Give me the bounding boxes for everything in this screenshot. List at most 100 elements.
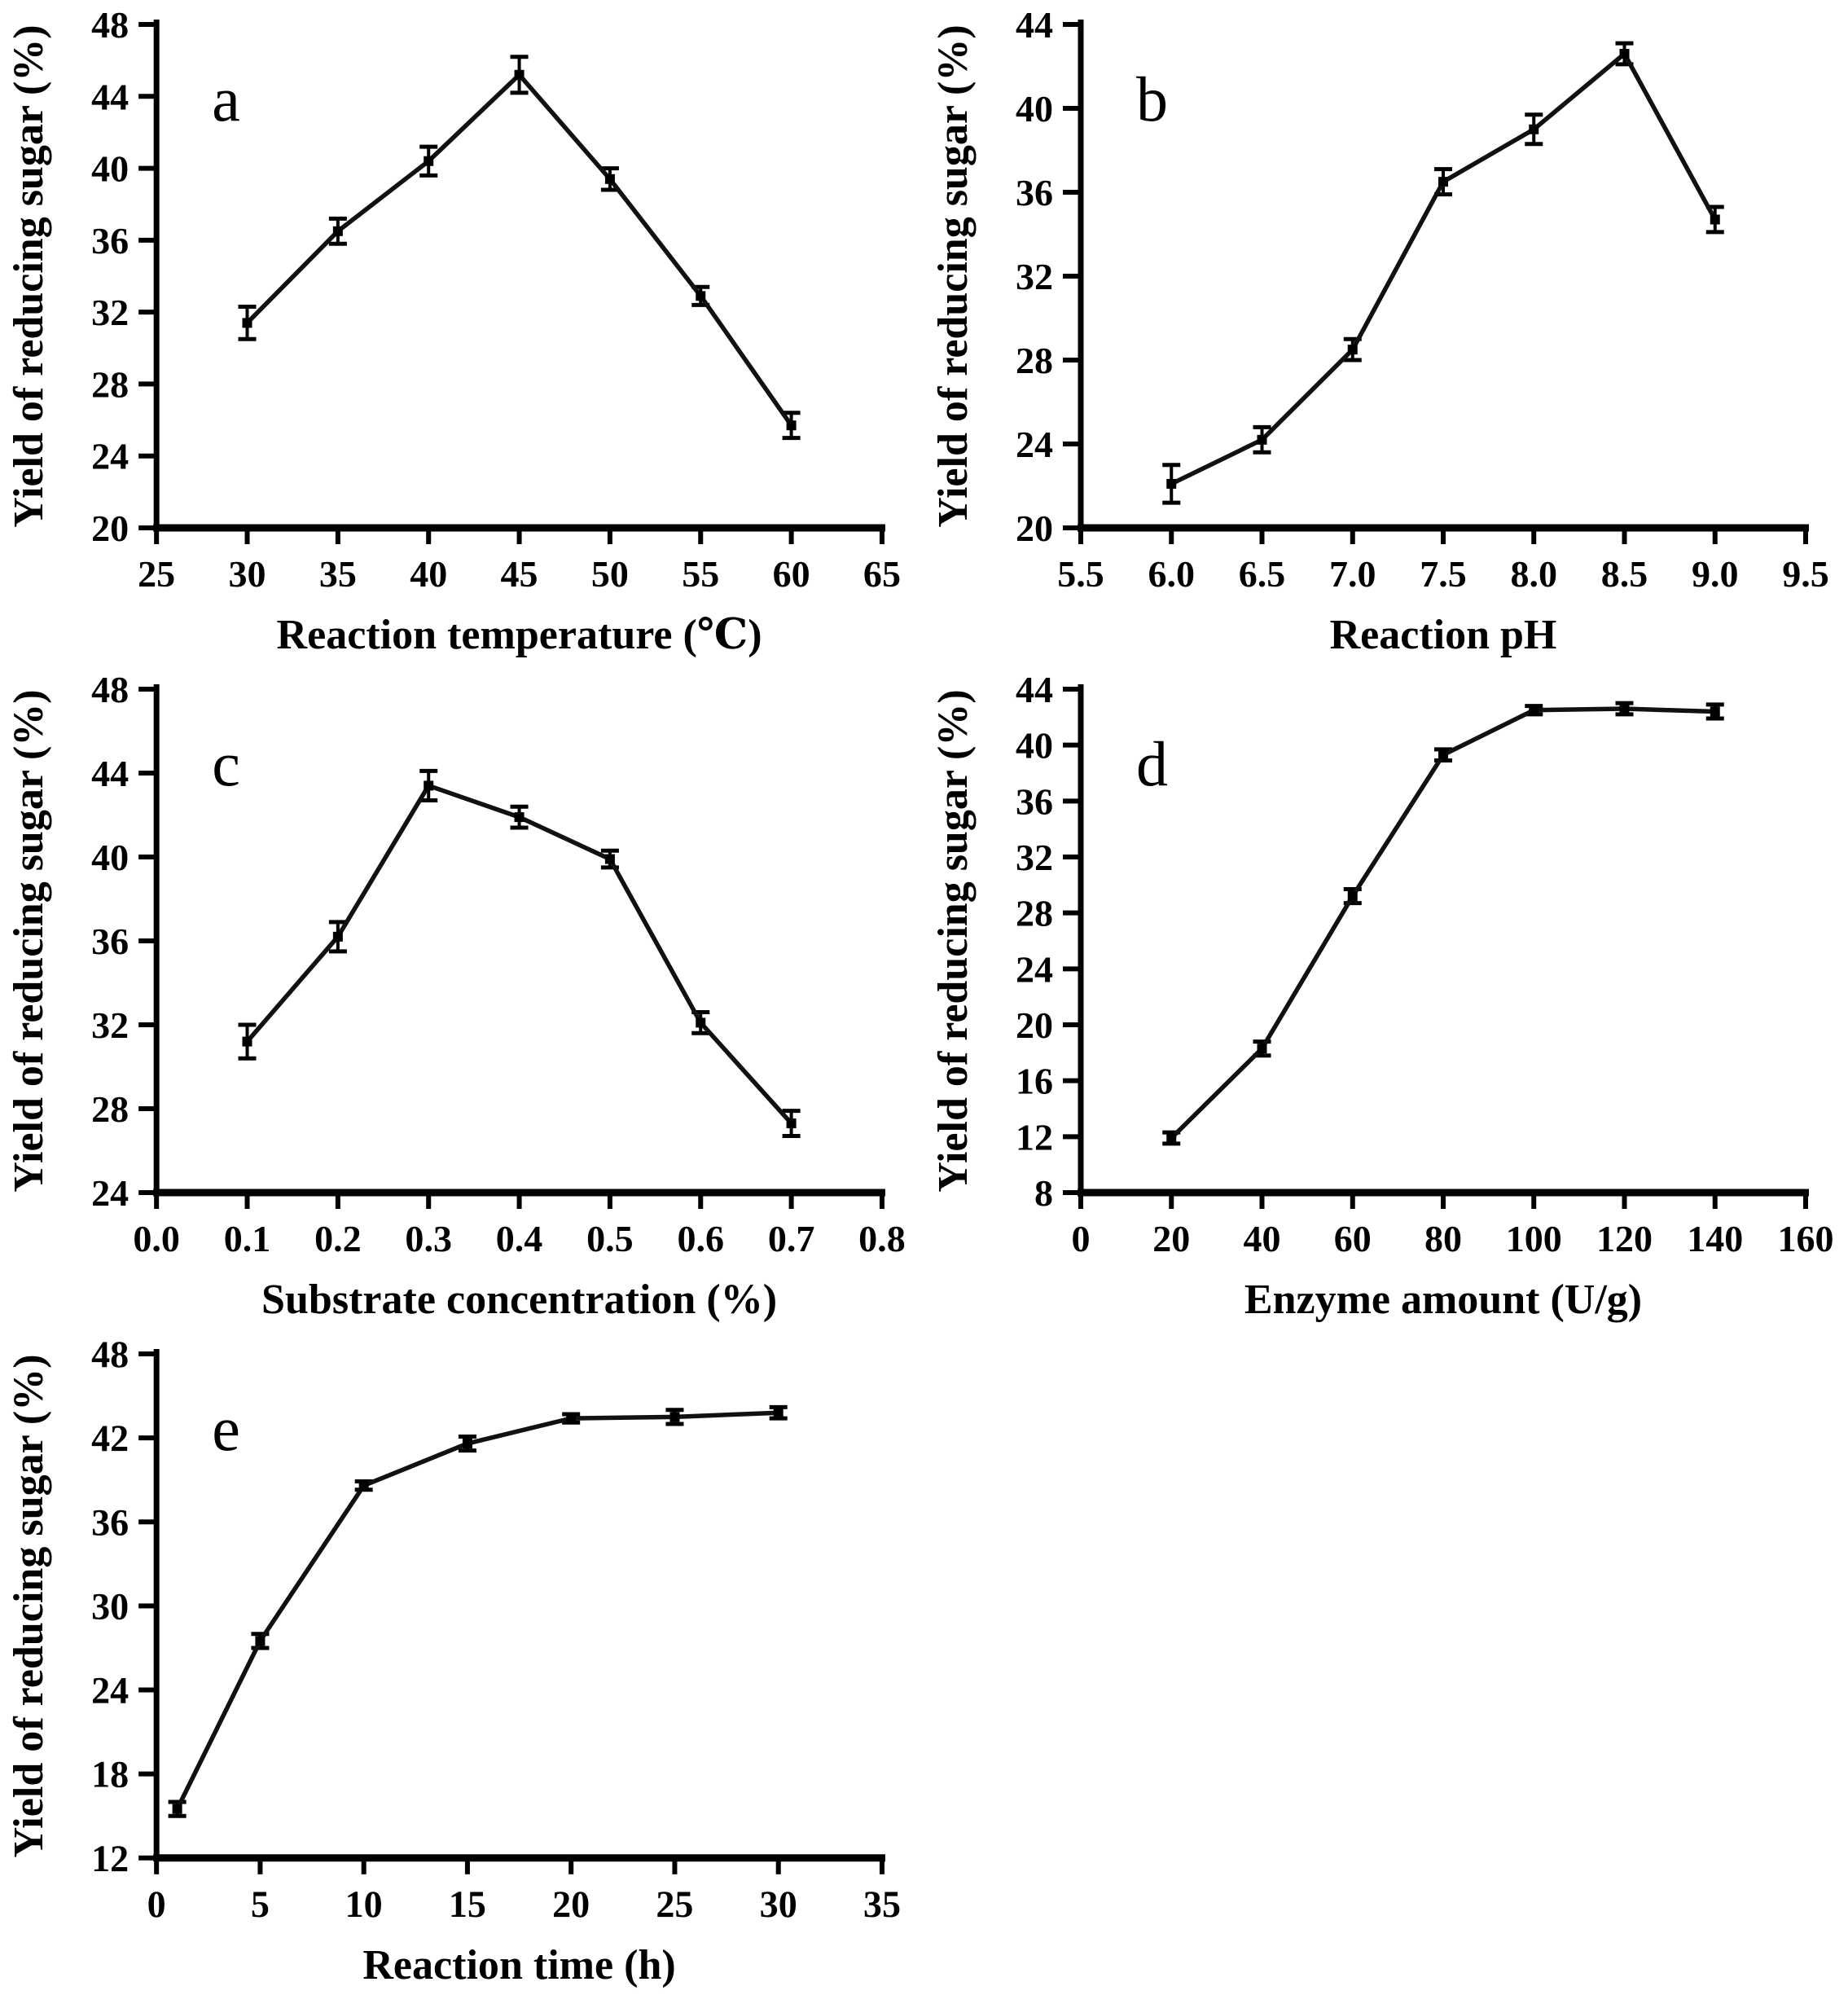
y-tick-label: 36 — [1016, 172, 1053, 213]
y-tick-label: 8 — [1034, 1172, 1053, 1214]
x-tick-label: 25 — [656, 1883, 693, 1925]
y-axis-label: Yield of reducing sugar (%) — [930, 689, 977, 1192]
data-point-marker — [1166, 1133, 1177, 1144]
y-tick-label: 48 — [91, 1334, 129, 1375]
data-point-marker — [1438, 749, 1448, 760]
data-point-marker — [332, 931, 343, 942]
y-tick-label: 24 — [1016, 948, 1053, 990]
x-tick-label: 7.0 — [1329, 553, 1376, 595]
x-tick-label: 0.5 — [586, 1218, 634, 1259]
y-tick-label: 40 — [91, 837, 129, 878]
x-tick-label: 20 — [552, 1883, 590, 1925]
x-axis-label: Enzyme amount (U/g) — [1244, 1277, 1642, 1323]
x-tick-label: 80 — [1424, 1218, 1462, 1259]
data-point-marker — [669, 1412, 680, 1422]
y-tick-label: 40 — [1016, 88, 1053, 130]
data-point-marker — [604, 174, 615, 184]
x-tick-label: 30 — [760, 1883, 797, 1925]
data-point-marker — [242, 318, 252, 328]
data-point-marker — [424, 780, 434, 791]
panel-letter: e — [212, 1393, 240, 1464]
x-tick-label: 0.1 — [224, 1218, 271, 1259]
x-tick-label: 55 — [682, 553, 719, 595]
data-point-marker — [696, 291, 706, 301]
x-axis-label: Reaction pH — [1330, 612, 1557, 658]
y-tick-label: 24 — [91, 1670, 129, 1712]
panel-letter: b — [1136, 64, 1168, 134]
panel-a-chart: 25 30 35 40 45 50 55 60 65 20 24 28 32 36 40 44 48 Reacti… — [6, 4, 901, 658]
data-point-marker — [332, 226, 343, 236]
x-tick-label: 30 — [228, 553, 266, 595]
y-tick-label: 20 — [1016, 508, 1053, 549]
x-tick-label: 0.6 — [677, 1218, 724, 1259]
data-point-marker — [462, 1439, 472, 1449]
y-tick-label: 40 — [1016, 725, 1053, 767]
x-tick-label: 60 — [773, 553, 810, 595]
x-tick-label: 6.0 — [1148, 553, 1196, 595]
y-tick-label: 44 — [91, 76, 129, 117]
data-line — [175, 1410, 779, 1810]
panel-d-chart: 0 20 40 60 80 100 120 140 160 8 12 16 20 24 28 32 36 40 44… — [930, 669, 1834, 1323]
y-tick-label: 24 — [1016, 424, 1053, 465]
y-tick-label: 36 — [91, 921, 129, 962]
x-tick-label: 160 — [1778, 1218, 1834, 1259]
y-axis-label: Yield of reducing sugar (%) — [6, 689, 52, 1192]
data-point-marker — [1438, 177, 1448, 187]
y-tick-label: 32 — [1016, 837, 1053, 878]
data-point-marker — [1619, 704, 1630, 714]
x-tick-label: 120 — [1596, 1218, 1653, 1259]
data-point-marker — [1710, 706, 1720, 717]
y-tick-label: 44 — [1016, 669, 1053, 710]
y-tick-label: 30 — [91, 1585, 129, 1627]
data-point-marker — [242, 1036, 252, 1047]
x-axis-label: Reaction temperature (℃) — [277, 612, 762, 658]
y-tick-label: 32 — [91, 292, 129, 333]
x-tick-label: 8.0 — [1511, 553, 1558, 595]
x-tick-label: 9.5 — [1782, 553, 1829, 595]
data-point-marker — [696, 1017, 706, 1028]
data-point-marker — [566, 1413, 577, 1424]
x-tick-label: 10 — [345, 1883, 383, 1925]
y-tick-label: 28 — [1016, 340, 1053, 381]
x-tick-label: 20 — [1152, 1218, 1190, 1259]
y-tick-label: 16 — [1016, 1061, 1053, 1102]
x-tick-label: 9.0 — [1692, 553, 1739, 595]
panel-c-chart: 0.0 0.1 0.2 0.3 0.4 0.5 0.6 0.7 0.8 24 28 32 36 40 44 4… — [6, 669, 906, 1323]
data-point-marker — [1529, 124, 1539, 134]
data-line — [245, 783, 793, 1125]
x-axis-label: Reaction time (h) — [362, 1942, 675, 1988]
y-tick-label: 48 — [91, 4, 129, 46]
y-tick-label: 36 — [91, 1501, 129, 1543]
y-tick-label: 12 — [91, 1838, 129, 1879]
data-point-marker — [604, 854, 615, 864]
y-tick-label: 40 — [91, 148, 129, 190]
x-axis-label: Substrate concentration (%) — [261, 1277, 777, 1323]
y-tick-label: 48 — [91, 669, 129, 710]
y-tick-label: 44 — [91, 753, 129, 794]
data-point-marker — [1710, 214, 1720, 225]
data-point-marker — [1257, 1044, 1267, 1054]
data-point-marker — [172, 1804, 182, 1814]
x-tick-label: 15 — [449, 1883, 486, 1925]
x-tick-label: 35 — [319, 553, 357, 595]
empty-cell — [924, 1329, 1848, 1995]
x-tick-label: 6.5 — [1239, 553, 1286, 595]
y-axis-label: Yield of reducing sugar (%) — [6, 1354, 52, 1857]
data-point-marker — [1347, 891, 1358, 902]
x-tick-label: 8.5 — [1601, 553, 1648, 595]
data-point-marker — [1347, 345, 1358, 355]
y-tick-label: 32 — [91, 1004, 129, 1046]
panel-e: 0 5 10 15 20 25 30 35 12 18 24 30 36 42 48 Reaction tim… — [0, 1329, 924, 1995]
y-tick-label: 12 — [1016, 1116, 1053, 1158]
x-tick-label: 100 — [1506, 1218, 1562, 1259]
panel-e-chart: 0 5 10 15 20 25 30 35 12 18 24 30 36 42 48 Reaction tim… — [6, 1334, 901, 1988]
data-point-marker — [1257, 434, 1267, 445]
x-tick-label: 0.0 — [133, 1218, 180, 1259]
x-tick-label: 0.7 — [768, 1218, 815, 1259]
x-tick-label: 0 — [1072, 1218, 1091, 1259]
y-tick-label: 28 — [91, 1088, 129, 1130]
y-axis-label: Yield of reducing sugar (%) — [930, 24, 977, 527]
x-tick-label: 5 — [251, 1883, 270, 1925]
panel-b-chart: 5.5 6.0 6.5 7.0 7.5 8.0 8.5 9.0 9.5 20 24 28 32 36 40 4… — [930, 4, 1829, 658]
